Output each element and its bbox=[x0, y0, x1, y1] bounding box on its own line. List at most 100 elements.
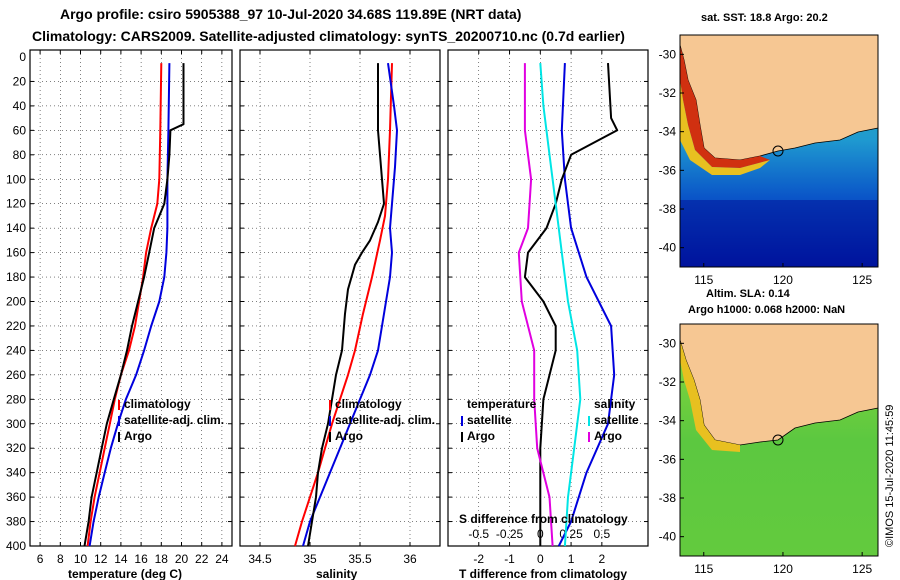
x-tick-label: 2 bbox=[599, 552, 606, 566]
sst-argo-marker bbox=[772, 145, 784, 157]
legend-salinity-heading: salinity bbox=[594, 397, 636, 411]
series-climatology bbox=[294, 63, 393, 547]
y-tick-label: 100 bbox=[6, 172, 26, 186]
y-tick-label: 320 bbox=[6, 441, 26, 455]
series-satellite-adj-clim- bbox=[302, 62, 398, 547]
sla-map-subtitle: Argo h1000: 0.068 h2000: NaN bbox=[688, 304, 845, 316]
header-line2: Climatology: CARS2009. Satellite-adjuste… bbox=[32, 28, 625, 44]
sla-map-frame bbox=[679, 323, 879, 557]
y-tick-label: 80 bbox=[13, 148, 27, 162]
map-y-tick-label: -40 bbox=[659, 241, 677, 255]
legend-climatology-label: climatology bbox=[335, 397, 402, 411]
salinity-panel bbox=[239, 49, 441, 547]
x-tick-label: 36 bbox=[403, 552, 417, 566]
x2-tick-label: -0.5 bbox=[468, 527, 489, 541]
map-x-tick-label: 125 bbox=[852, 562, 872, 576]
map-y-tick-label: -32 bbox=[659, 86, 677, 100]
series-t-argo bbox=[523, 63, 619, 546]
x-tick-label: 0 bbox=[537, 552, 544, 566]
y-tick-label: 160 bbox=[6, 246, 26, 260]
temperature-axis-label: temperature (deg C) bbox=[68, 567, 182, 580]
y-tick-label: 60 bbox=[13, 123, 27, 137]
tick-layer: 6 8 10 12 14 16 18 20 22 24 34.5 35 35.5 36 -2 -1 0 1 2-0.… bbox=[6, 50, 648, 566]
salinity-legend: climatology satellite-adj. clim. Argo bbox=[329, 397, 435, 443]
x-tick-label: 24 bbox=[215, 552, 229, 566]
header-line1: Argo profile: csiro 5905388_97 10-Jul-20… bbox=[60, 6, 521, 22]
x-tick-label: 6 bbox=[37, 552, 44, 566]
map-y-tick-label: -32 bbox=[659, 375, 677, 389]
sst-map bbox=[679, 34, 879, 267]
sst-map-title: sat. SST: 18.8 Argo: 20.2 bbox=[701, 12, 828, 24]
y-tick-label: 220 bbox=[6, 319, 26, 333]
sst-map-frame bbox=[679, 34, 879, 268]
x-tick-label: 16 bbox=[134, 552, 148, 566]
y-tick-label: 400 bbox=[6, 539, 26, 553]
y-tick-label: 300 bbox=[6, 417, 26, 431]
sla-coastal-band bbox=[680, 340, 740, 452]
s-difference-label: S difference from climatology bbox=[459, 512, 628, 526]
x-tick-label: 35.5 bbox=[348, 552, 372, 566]
x-tick-label: -1 bbox=[504, 552, 515, 566]
map-x-tick-label: 115 bbox=[694, 562, 713, 576]
legend-s-argo-label: Argo bbox=[594, 429, 622, 443]
x-tick-label: -2 bbox=[473, 552, 484, 566]
map-x-tick-label: 125 bbox=[852, 273, 872, 287]
legend-argo-label: Argo bbox=[124, 429, 152, 443]
temperature-panel bbox=[29, 49, 233, 547]
y-tick-label: 380 bbox=[6, 515, 26, 529]
series-climatology bbox=[86, 63, 163, 547]
y-tick-label: 240 bbox=[6, 343, 26, 357]
map-x-tick-label: 115 bbox=[694, 273, 713, 287]
map-y-tick-label: -40 bbox=[659, 530, 677, 544]
series-argo bbox=[83, 63, 185, 547]
x-tick-label: 14 bbox=[114, 552, 128, 566]
y-tick-label: 40 bbox=[13, 99, 27, 113]
x2-tick-label: 0.5 bbox=[594, 527, 611, 541]
y-tick-label: 200 bbox=[6, 295, 26, 309]
map-ticks: 115 120 125 -30 -32 -34 -36 -38 -40 115 120 125 -30 -… bbox=[659, 47, 873, 576]
y-tick-label: 360 bbox=[6, 490, 26, 504]
series-t-satellite bbox=[557, 63, 616, 547]
legend-climatology-label: climatology bbox=[124, 397, 191, 411]
map-x-tick-label: 120 bbox=[773, 273, 793, 287]
sla-argo-marker bbox=[772, 434, 784, 446]
y-tick-label: 260 bbox=[6, 368, 26, 382]
series-argo bbox=[307, 63, 385, 547]
y-tick-label: 140 bbox=[6, 221, 26, 235]
map-y-tick-label: -38 bbox=[659, 491, 677, 505]
y-tick-label: 280 bbox=[6, 392, 26, 406]
y-tick-label: 120 bbox=[6, 197, 26, 211]
sst-cold-region bbox=[680, 200, 878, 267]
x2-tick-label: -0.25 bbox=[496, 527, 524, 541]
x-tick-label: 12 bbox=[94, 552, 108, 566]
map-y-tick-label: -36 bbox=[659, 452, 677, 466]
series-satellite-adj-clim- bbox=[88, 63, 171, 547]
map-y-tick-label: -34 bbox=[659, 125, 677, 139]
legend-satellite-label: satellite-adj. clim. bbox=[335, 413, 435, 427]
map-x-tick-label: 120 bbox=[773, 562, 793, 576]
salinity-axis-label: salinity bbox=[316, 567, 358, 580]
x-tick-label: 18 bbox=[155, 552, 169, 566]
temperature-legend: climatology satellite-adj. clim. Argo bbox=[118, 397, 224, 443]
y-tick-label: 0 bbox=[19, 50, 26, 64]
legend-temperature-heading: temperature bbox=[467, 397, 537, 411]
map-y-tick-label: -30 bbox=[659, 336, 677, 350]
legend-t-argo-label: Argo bbox=[467, 429, 495, 443]
x-tick-label: 22 bbox=[195, 552, 209, 566]
difference-panel bbox=[447, 49, 649, 547]
y-tick-label: 180 bbox=[6, 270, 26, 284]
sst-warm-band bbox=[680, 80, 770, 175]
timestamp-stamp: ©IMOS 15-Jul-2020 11:45:59 bbox=[884, 405, 896, 547]
map-y-tick-label: -30 bbox=[659, 47, 677, 61]
legend-satellite-label: satellite-adj. clim. bbox=[124, 413, 224, 427]
x-tick-label: 20 bbox=[175, 552, 189, 566]
legend-t-satellite-label: satellite bbox=[467, 413, 512, 427]
legend-argo-label: Argo bbox=[335, 429, 363, 443]
series-s-argo bbox=[517, 63, 554, 547]
y-tick-label: 20 bbox=[13, 74, 27, 88]
grid-layer bbox=[30, 50, 648, 546]
x-tick-label: 8 bbox=[57, 552, 64, 566]
map-y-tick-label: -38 bbox=[659, 202, 677, 216]
y-tick-label: 340 bbox=[6, 466, 26, 480]
